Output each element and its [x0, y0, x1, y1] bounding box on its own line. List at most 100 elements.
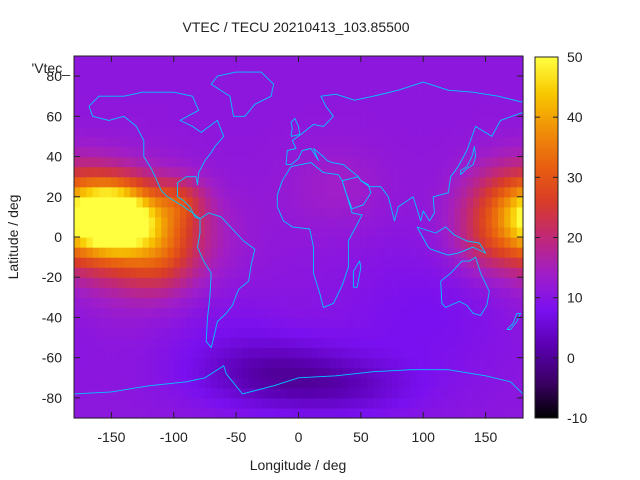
heatmap-cell	[473, 116, 480, 127]
heatmap-cell	[242, 277, 250, 288]
heatmap-cell	[473, 216, 480, 228]
heatmap-cell	[342, 257, 349, 268]
heatmap-cell	[267, 307, 275, 319]
heatmap-cell	[186, 146, 194, 158]
heatmap-cell	[292, 257, 300, 268]
heatmap-cell	[186, 96, 194, 107]
heatmap-cell	[273, 76, 281, 87]
heatmap-cell	[180, 397, 187, 409]
heatmap-cell	[404, 277, 412, 288]
heatmap-cell	[180, 176, 187, 188]
heatmap-cell	[310, 226, 318, 238]
heatmap-cell	[473, 86, 480, 97]
heatmap-cell	[111, 317, 119, 329]
heatmap-cell	[385, 387, 393, 399]
heatmap-cell	[80, 297, 88, 308]
heatmap-cell	[242, 66, 250, 77]
heatmap-cell	[367, 277, 374, 288]
heatmap-cell	[410, 106, 418, 117]
heatmap-cell	[136, 226, 144, 238]
x-tick-label: 50	[353, 429, 369, 445]
heatmap-cell	[117, 56, 125, 67]
heatmap-cell	[279, 267, 287, 278]
heatmap-cell	[498, 317, 505, 329]
heatmap-cell	[441, 387, 449, 399]
heatmap-cell	[516, 176, 524, 188]
heatmap-cell	[105, 277, 113, 288]
heatmap-cell	[323, 166, 331, 178]
heatmap-cell	[392, 377, 399, 389]
heatmap-cell	[123, 287, 131, 298]
heatmap-cell	[242, 397, 250, 409]
heatmap-cell	[466, 106, 474, 117]
heatmap-cell	[223, 136, 231, 148]
heatmap-cell	[198, 66, 206, 77]
heatmap-cell	[479, 287, 487, 298]
heatmap-cell	[466, 277, 474, 288]
heatmap-cell	[111, 247, 119, 258]
heatmap-cell	[236, 357, 243, 369]
heatmap-cell	[310, 216, 318, 228]
heatmap-cell	[229, 226, 237, 238]
heatmap-cell	[204, 357, 212, 369]
heatmap-cell	[392, 277, 399, 288]
heatmap-cell	[80, 186, 88, 198]
heatmap-cell	[460, 337, 468, 349]
heatmap-cell	[180, 337, 187, 349]
colorbar-segment	[535, 189, 558, 193]
heatmap-cell	[105, 247, 113, 258]
heatmap-cell	[441, 56, 449, 67]
heatmap-cell	[298, 317, 306, 329]
heatmap-cell	[192, 226, 200, 238]
heatmap-cell	[367, 347, 374, 359]
heatmap-cell	[416, 86, 424, 97]
heatmap-cell	[267, 156, 275, 168]
heatmap-cell	[385, 367, 393, 379]
heatmap-cell	[198, 96, 206, 107]
heatmap-cell	[317, 196, 325, 208]
heatmap-cell	[254, 206, 262, 218]
heatmap-cell	[485, 96, 493, 107]
heatmap-cell	[105, 86, 113, 97]
heatmap-cell	[173, 196, 181, 208]
heatmap-cell	[161, 297, 169, 308]
heatmap-cell	[317, 377, 325, 389]
heatmap-cell	[454, 136, 462, 148]
heatmap-cell	[117, 247, 125, 258]
heatmap-cell	[460, 307, 468, 319]
heatmap-cell	[348, 257, 356, 268]
heatmap-cell	[167, 297, 175, 308]
heatmap-cell	[385, 257, 393, 268]
heatmap-cell	[142, 146, 150, 158]
heatmap-cell	[92, 297, 100, 308]
heatmap-cell	[173, 76, 181, 87]
heatmap-cell	[186, 257, 194, 268]
heatmap-cell	[204, 66, 212, 77]
heatmap-cell	[317, 126, 325, 138]
coastline-japan	[460, 146, 477, 176]
heatmap-cell	[173, 297, 181, 308]
heatmap-cell	[167, 126, 175, 138]
heatmap-cell	[192, 156, 200, 168]
heatmap-cell	[429, 76, 437, 87]
heatmap-cell	[286, 106, 293, 117]
heatmap-cell	[211, 186, 219, 198]
heatmap-cell	[367, 357, 374, 369]
heatmap-cell	[136, 176, 144, 188]
heatmap-cell	[229, 186, 237, 198]
heatmap-cell	[360, 86, 368, 97]
heatmap-cell	[398, 337, 406, 349]
heatmap-cell	[298, 377, 306, 389]
heatmap-cell	[448, 146, 456, 158]
heatmap-cell	[286, 86, 293, 97]
heatmap-cell	[373, 287, 381, 298]
heatmap-cell	[148, 106, 156, 117]
heatmap-cell	[111, 267, 119, 278]
heatmap-cell	[335, 287, 343, 298]
heatmap-cell	[130, 347, 137, 359]
heatmap-cell	[448, 337, 456, 349]
heatmap-cell	[310, 337, 318, 349]
coastline-arabia	[341, 176, 372, 210]
heatmap-cell	[261, 337, 268, 349]
heatmap-cell	[392, 196, 399, 208]
